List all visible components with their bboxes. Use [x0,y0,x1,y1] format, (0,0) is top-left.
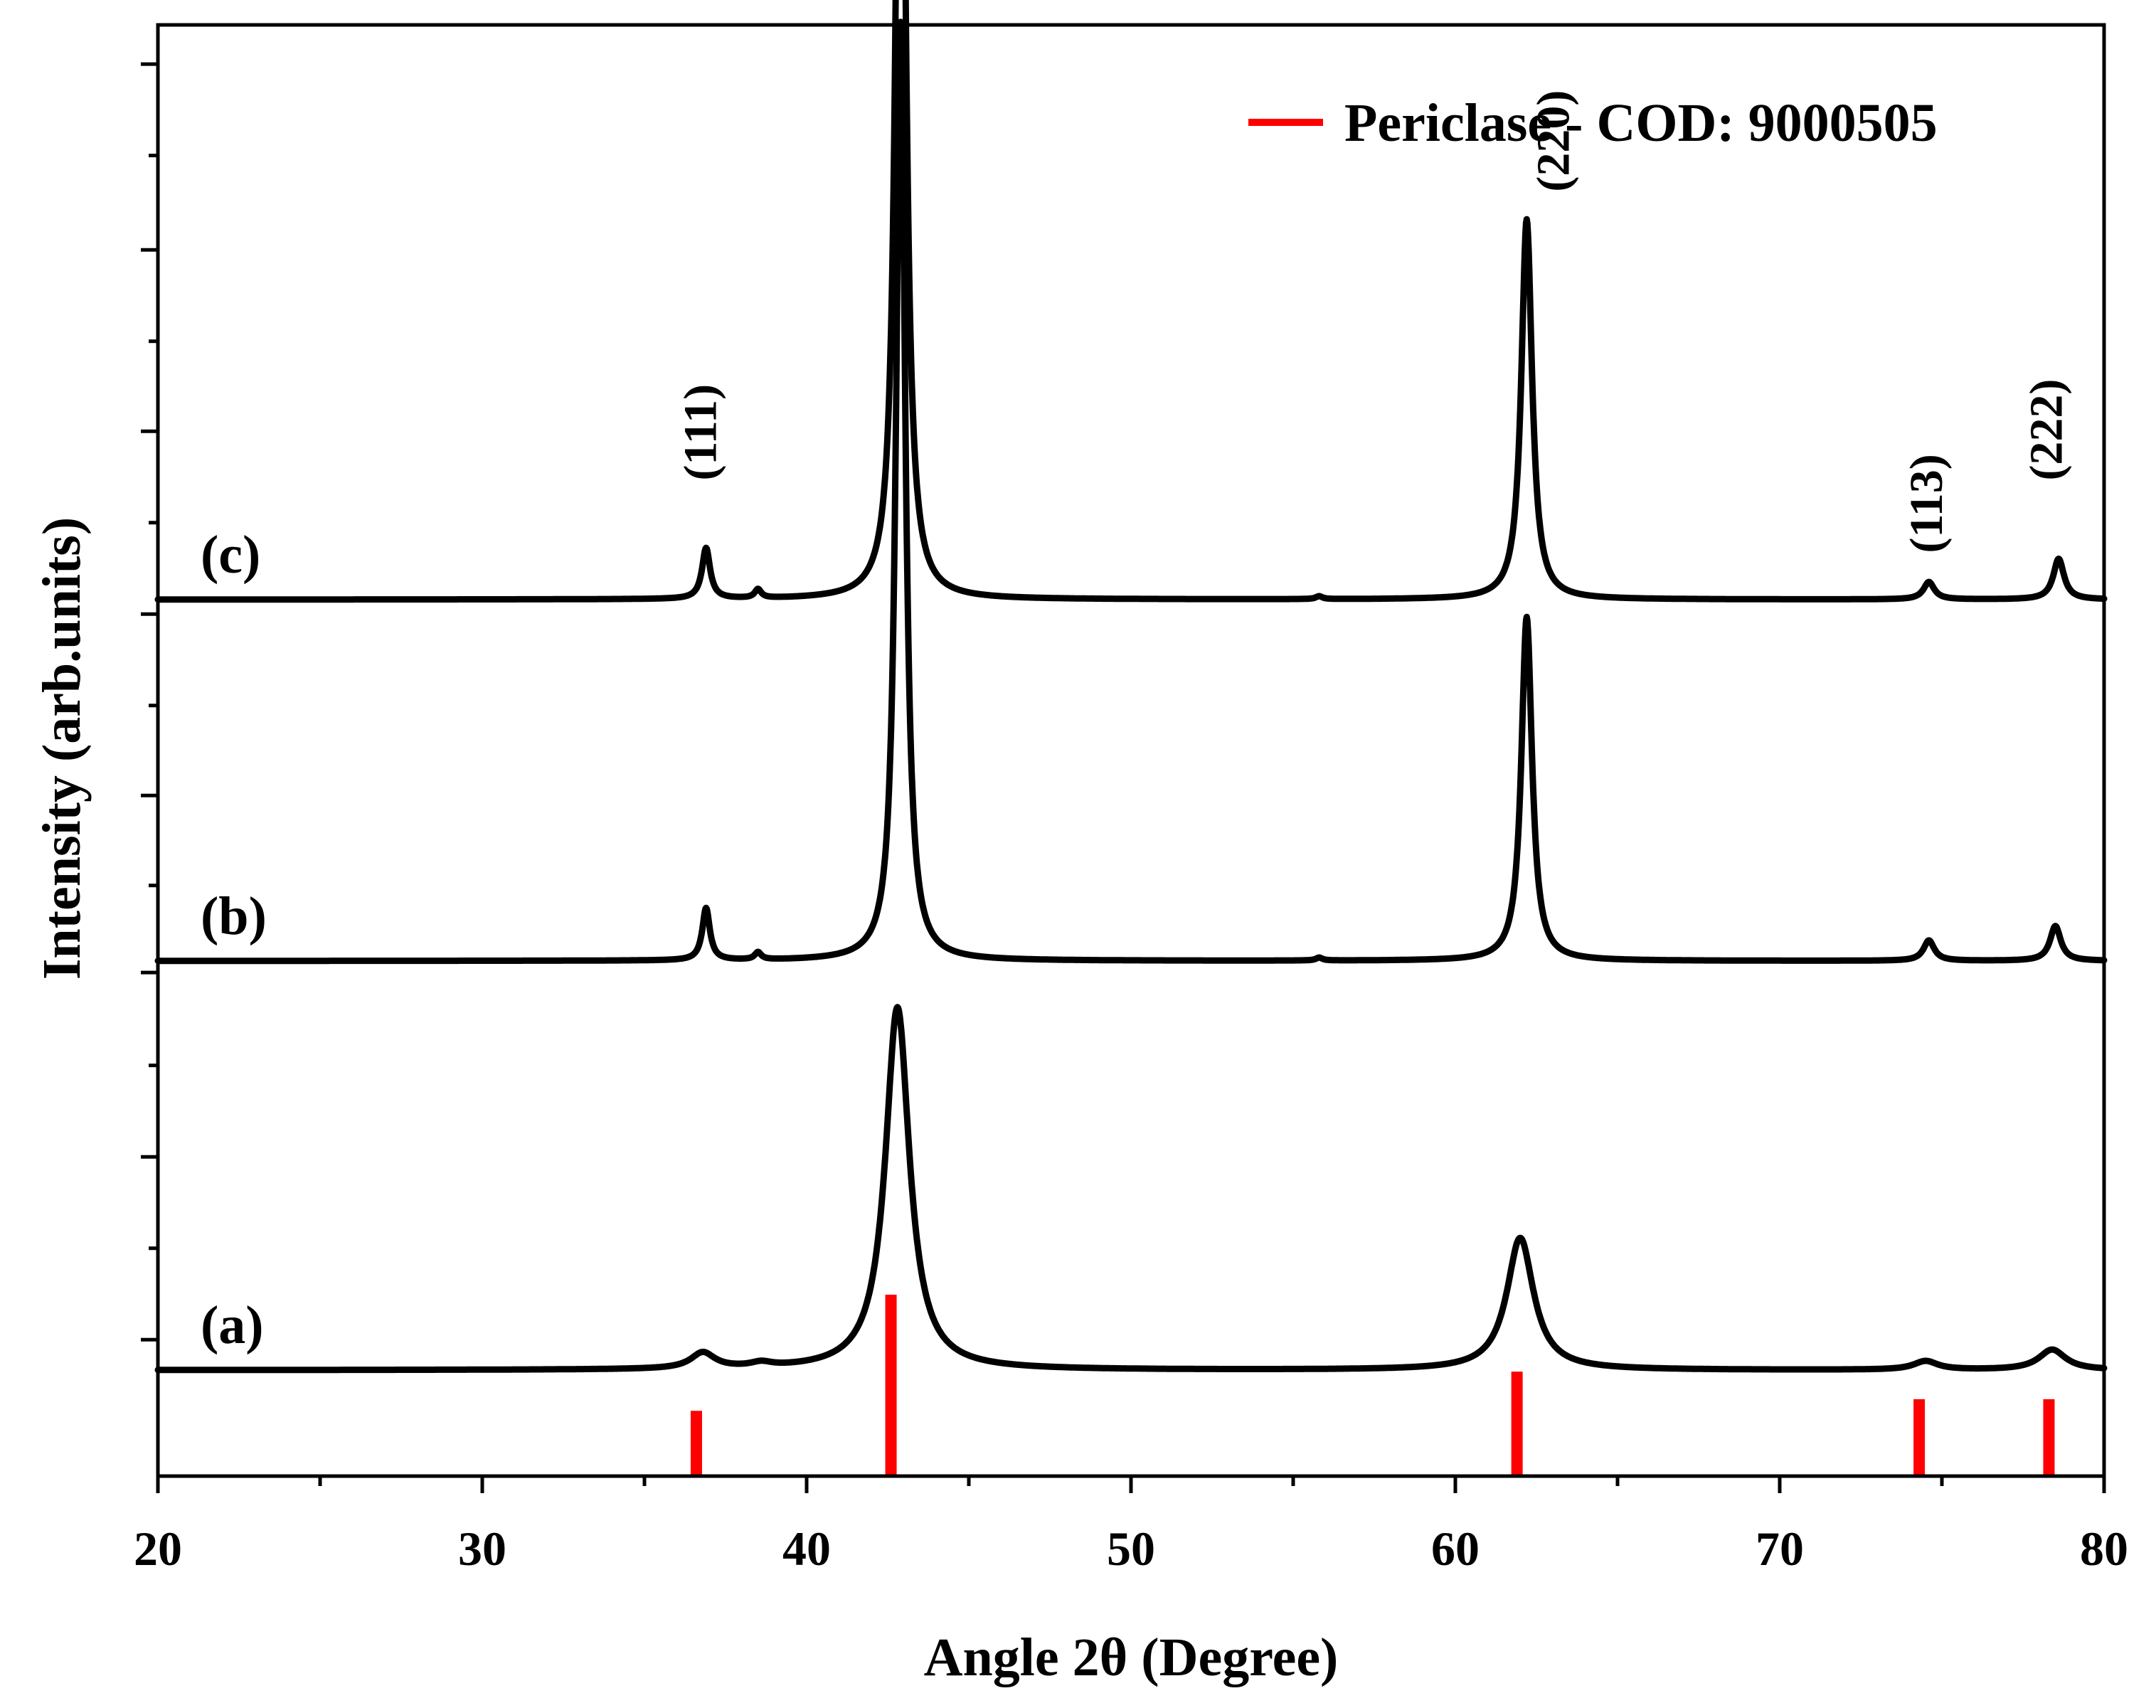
plot-area [154,0,2108,1476]
chart-text: Angle 2θ (Degree) Intensity (arb.units) … [32,90,2128,1687]
x-tick-label: 40 [782,1522,831,1576]
series-line-2 [154,0,2108,603]
series-line-0 [154,1004,2108,1374]
peak-annotation-2: (220) [1528,90,1580,192]
peak-annotation-3: (113) [1901,454,1953,553]
series-label-1: (b) [201,886,267,946]
peak-annotation-0: (111) [674,384,726,481]
peak-annotation-4: (222) [2021,379,2073,481]
x-tick-label: 70 [1756,1522,1804,1576]
x-tick-label: 30 [458,1522,506,1576]
x-axis-title: Angle 2θ (Degree) [924,1628,1339,1687]
plot-border [156,23,2106,1478]
x-tick-label: 50 [1107,1522,1155,1576]
x-tick-label: 60 [1431,1522,1480,1576]
series-label-2: (c) [201,525,260,585]
series-line-1 [154,18,2108,965]
legend-label: Periclase - COD: 9000505 [1344,93,1938,153]
y-axis-title: Intensity (arb.units) [32,517,92,980]
series-label-0: (a) [201,1295,264,1355]
x-tick-label: 80 [2080,1522,2128,1576]
legend: Periclase - COD: 9000505 [1248,93,1938,153]
axes-frame [141,23,2106,1493]
x-tick-label: 20 [134,1522,182,1576]
